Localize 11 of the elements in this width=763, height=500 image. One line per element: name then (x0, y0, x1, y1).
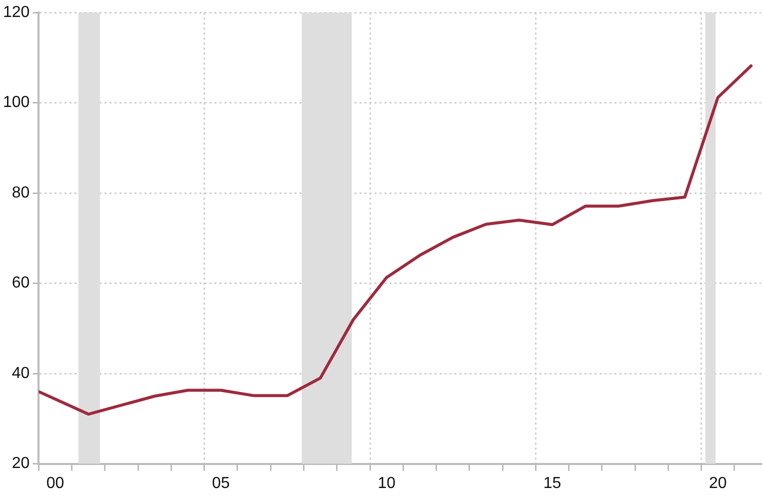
y-tick-label: 20 (12, 455, 30, 472)
x-tick-label: 10 (378, 474, 396, 492)
y-tick-label: 120 (2, 4, 30, 22)
x-tick-label: 15 (543, 474, 562, 492)
y-tick-label: 60 (12, 274, 30, 292)
y-tick-label: 100 (2, 94, 30, 112)
y-tick-label: 40 (12, 364, 30, 382)
y-tick-label: 80 (12, 184, 30, 202)
x-tick-label: 05 (212, 474, 230, 492)
x-tick-label: 20 (709, 474, 727, 492)
x-tick-label: 00 (46, 474, 64, 492)
